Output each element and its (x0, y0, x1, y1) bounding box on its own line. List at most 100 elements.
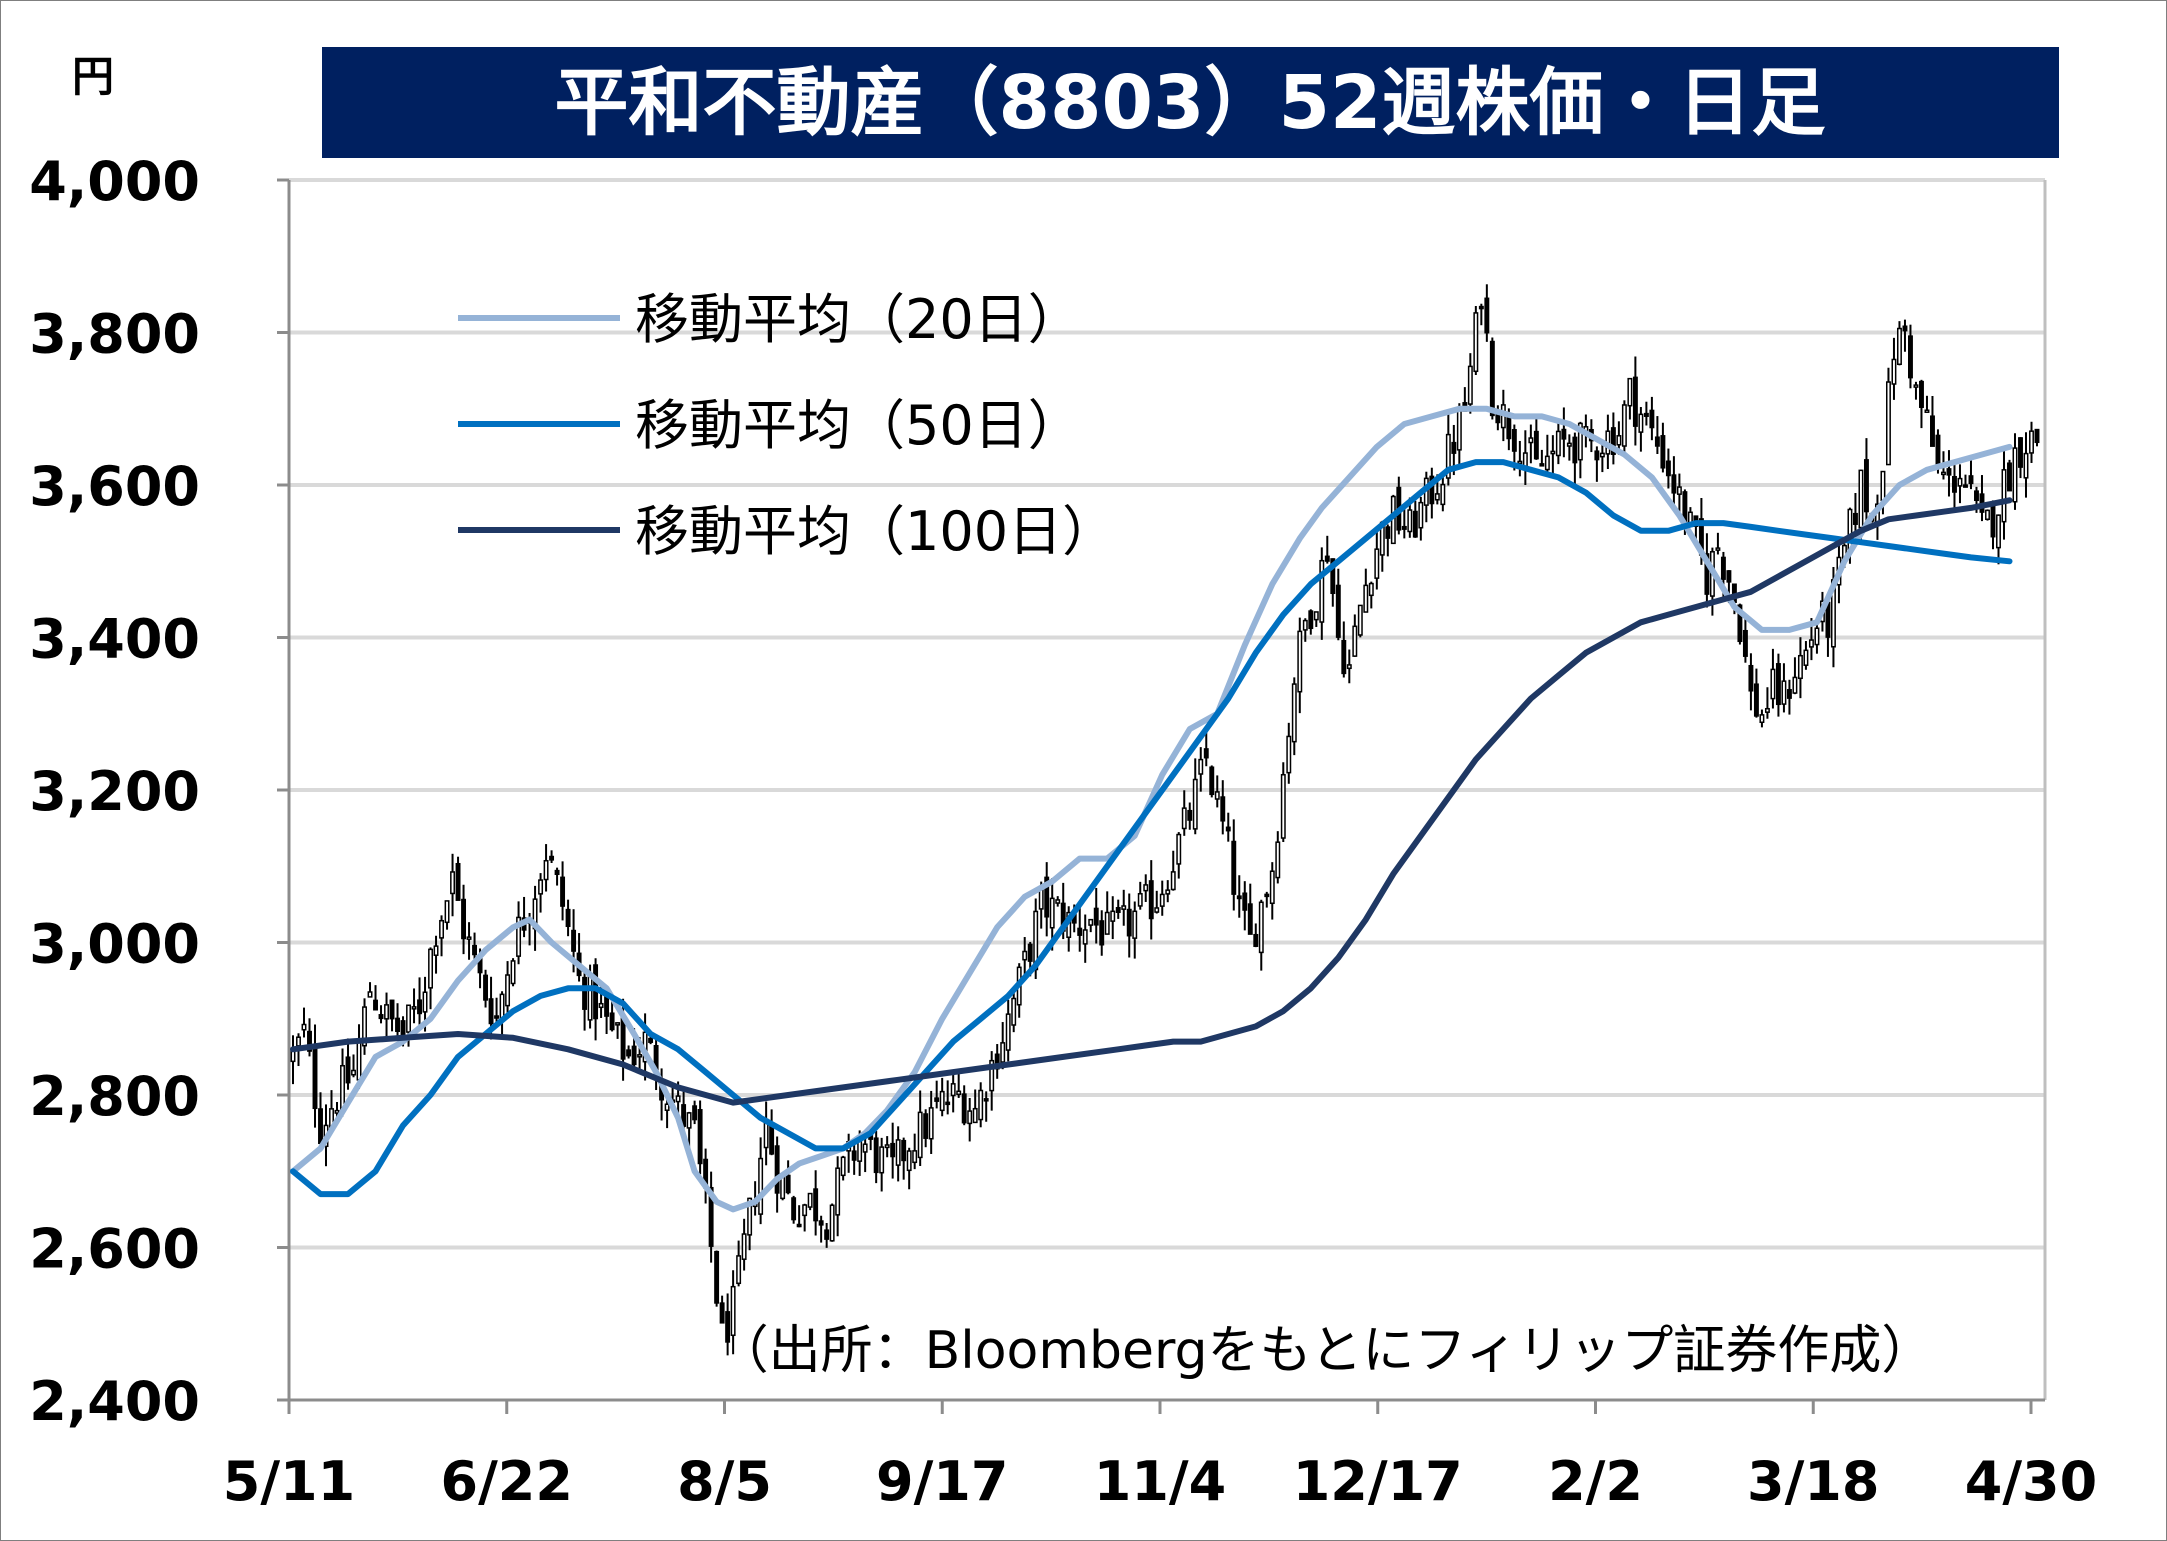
candle-body (1555, 430, 1561, 457)
candle (1187, 802, 1193, 830)
candle-body (928, 1107, 934, 1140)
candle-body (741, 1233, 747, 1260)
candle-body (1236, 895, 1242, 900)
title-banner (322, 47, 2059, 158)
candle (824, 1223, 830, 1248)
candle (1346, 649, 1352, 684)
candle (384, 992, 389, 1039)
candle (1643, 401, 1649, 426)
candle (1957, 464, 1963, 504)
candle-body (1330, 558, 1336, 595)
candle-body (373, 999, 378, 1011)
candle-body (1269, 870, 1275, 905)
candle-body (1990, 503, 1996, 538)
candle (736, 1240, 742, 1287)
ma-line-1 (290, 405, 2013, 1213)
candle (796, 1205, 802, 1228)
y-tick-label: 2,600 (29, 1218, 200, 1281)
candle-body (895, 1139, 901, 1166)
candle-body (1654, 436, 1660, 447)
candle-body (1104, 911, 1110, 935)
candle-body (1957, 477, 1963, 487)
candle-body (1258, 901, 1264, 954)
candle-body (1319, 559, 1325, 623)
candle-body (1941, 471, 1946, 476)
candle (1247, 883, 1253, 935)
candle (1099, 910, 1105, 956)
candle (1786, 679, 1792, 715)
candle (1225, 812, 1231, 842)
candle (1280, 762, 1286, 843)
candle (1919, 379, 1924, 429)
candle-body (978, 1089, 984, 1121)
candle (1996, 514, 2001, 565)
candle-body (1517, 460, 1523, 465)
candle (543, 844, 549, 892)
moving-average-lines (290, 405, 2013, 1213)
x-tick-labels: 5/11 6/22 8/5 9/17 11/4 12/17 2/2 3/18 4/30 (223, 1450, 2097, 1513)
candle (912, 1133, 918, 1170)
candle (1539, 449, 1545, 467)
candle (615, 1022, 621, 1039)
candle-body (1077, 927, 1083, 936)
legend: 移動平均（20日） 移動平均（50日） 移動平均（100日） (458, 288, 1116, 563)
candle-body (736, 1255, 742, 1285)
candle-body (1418, 501, 1424, 529)
candle-body (455, 862, 461, 901)
candle-body (312, 1043, 318, 1110)
candle-body (351, 1069, 356, 1076)
candle (1368, 581, 1374, 609)
y-tick-label: 3,200 (29, 760, 200, 823)
candle-body (956, 1090, 962, 1096)
candle (373, 985, 378, 1011)
candle (1401, 507, 1407, 539)
candle (1572, 432, 1578, 485)
candle-body (1082, 929, 1088, 945)
candle-body (296, 1036, 301, 1047)
candle (549, 850, 555, 863)
candle (1291, 677, 1297, 756)
candle-body (1440, 483, 1446, 506)
candle (950, 1073, 956, 1113)
legend-label: 移動平均（100日） (635, 500, 1116, 563)
candle-body (626, 1049, 632, 1057)
candle-body (857, 1140, 863, 1162)
candle-body (1170, 871, 1176, 891)
candle (1231, 819, 1237, 911)
candle (1159, 880, 1165, 916)
candle-body (637, 1054, 643, 1058)
axes (277, 178, 2047, 1414)
candle-body (1110, 910, 1116, 922)
candle (1638, 407, 1644, 452)
candle-body (472, 944, 478, 956)
candle-body (780, 1176, 786, 1200)
candle-body (1165, 889, 1171, 895)
candle-body (1764, 707, 1770, 713)
candle (505, 961, 511, 1015)
candle (1561, 407, 1567, 458)
candle (367, 982, 373, 998)
candle-body (1187, 809, 1193, 821)
candle (692, 1100, 698, 1125)
candle (2029, 421, 2034, 463)
candle (1335, 568, 1341, 641)
candle-body (862, 1143, 868, 1153)
x-tick-label: 8/5 (677, 1450, 772, 1513)
candle (835, 1156, 841, 1237)
candle-body (1858, 469, 1864, 529)
candle (851, 1142, 857, 1175)
candle-body (1005, 1013, 1011, 1051)
candle-body (989, 1059, 995, 1092)
candle (1308, 609, 1314, 635)
candle (1214, 775, 1220, 808)
candle-body (571, 929, 577, 952)
candle (307, 1018, 312, 1057)
candle (1165, 880, 1171, 903)
candle-body (384, 1004, 389, 1020)
candle (609, 1000, 615, 1032)
y-tick-label: 2,400 (29, 1370, 200, 1433)
candle-body (835, 1167, 841, 1216)
candle (1473, 306, 1479, 376)
candle-body (1908, 335, 1913, 379)
candle (879, 1137, 885, 1192)
